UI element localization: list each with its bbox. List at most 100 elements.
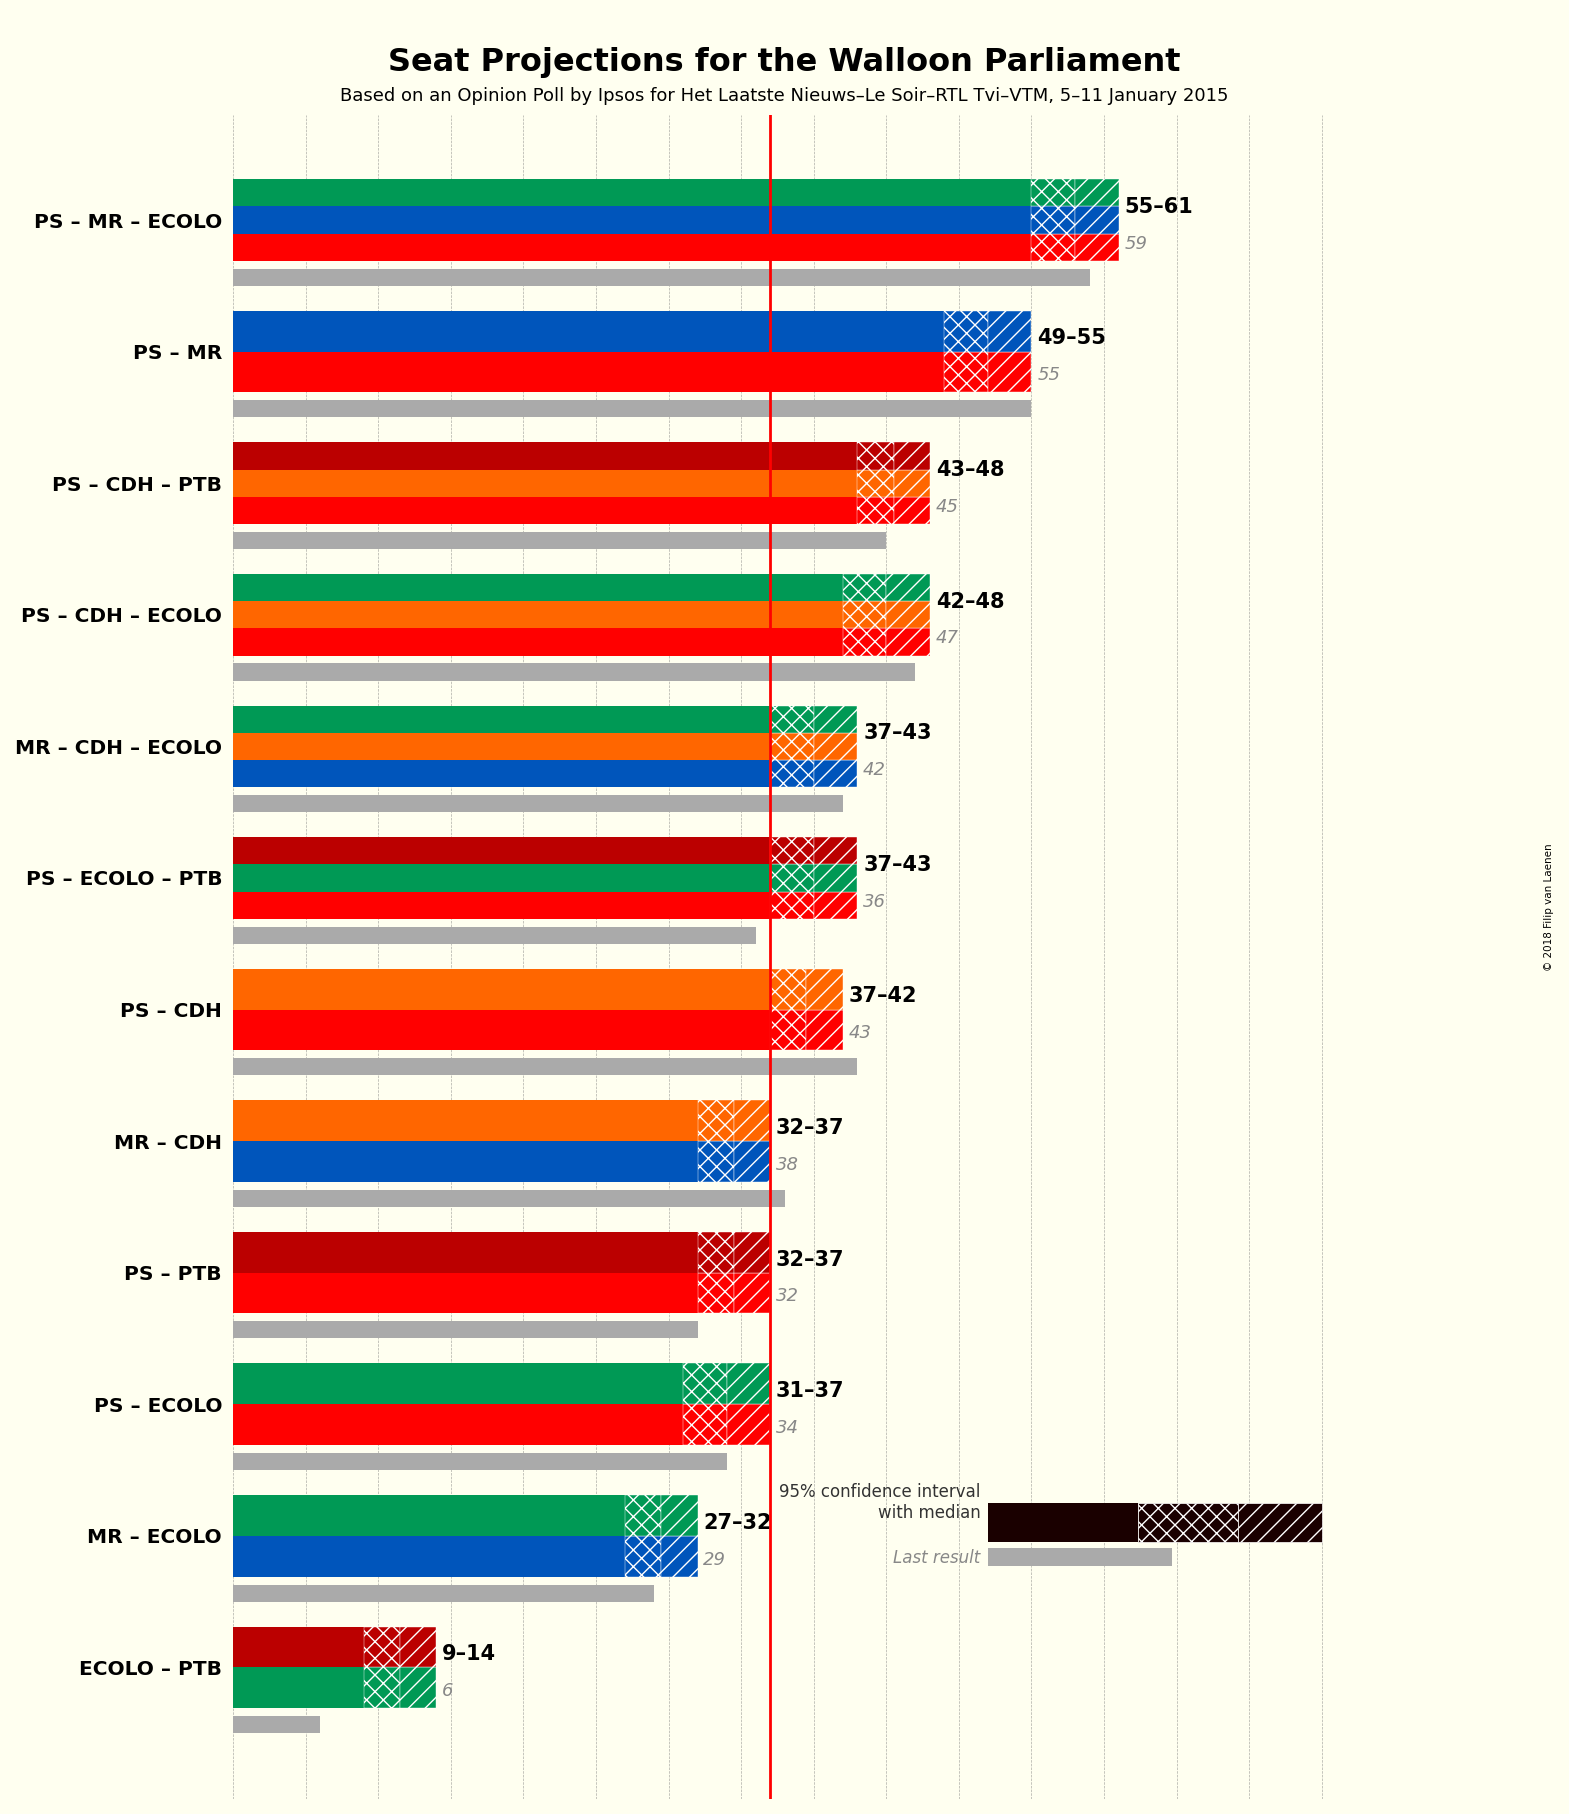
- Bar: [234, 863, 770, 891]
- Bar: [234, 600, 843, 628]
- Bar: [400, 1667, 436, 1709]
- Bar: [364, 1627, 400, 1667]
- Bar: [814, 891, 857, 918]
- Bar: [1031, 180, 1075, 207]
- Text: 32: 32: [777, 1288, 799, 1306]
- Text: 43: 43: [849, 1025, 871, 1043]
- Bar: [234, 1141, 698, 1183]
- Text: 95% confidence interval
with median: 95% confidence interval with median: [780, 1484, 981, 1522]
- Bar: [770, 836, 814, 863]
- Bar: [843, 628, 886, 655]
- Bar: [661, 1536, 698, 1576]
- Text: Seat Projections for the Walloon Parliament: Seat Projections for the Walloon Parliam…: [388, 47, 1181, 78]
- Bar: [770, 863, 814, 891]
- Bar: [234, 310, 945, 352]
- Text: 49–55: 49–55: [1037, 328, 1106, 348]
- Text: 42–48: 42–48: [935, 591, 1004, 611]
- Bar: [234, 1273, 698, 1313]
- Bar: [234, 1495, 624, 1536]
- Bar: [234, 1627, 364, 1667]
- Bar: [857, 443, 894, 470]
- Bar: [234, 268, 1089, 287]
- Bar: [1075, 180, 1119, 207]
- Bar: [234, 443, 857, 470]
- Bar: [814, 706, 857, 733]
- Text: 45: 45: [935, 497, 959, 515]
- Bar: [770, 733, 814, 760]
- Text: Last result: Last result: [893, 1549, 981, 1567]
- Bar: [234, 207, 1031, 234]
- Bar: [806, 1010, 843, 1050]
- Bar: [234, 180, 1031, 207]
- Bar: [234, 1364, 683, 1404]
- Bar: [234, 836, 770, 863]
- Bar: [988, 310, 1031, 352]
- Text: 47: 47: [935, 629, 959, 648]
- Bar: [234, 927, 756, 943]
- Bar: [683, 1404, 726, 1446]
- Bar: [988, 1504, 1138, 1542]
- Bar: [814, 733, 857, 760]
- Bar: [814, 863, 857, 891]
- Bar: [894, 443, 930, 470]
- Bar: [234, 1453, 726, 1469]
- Text: 6: 6: [442, 1682, 453, 1700]
- Text: 34: 34: [777, 1419, 799, 1437]
- Bar: [364, 1667, 400, 1709]
- Bar: [843, 573, 886, 600]
- Bar: [234, 795, 843, 813]
- Bar: [234, 1058, 857, 1076]
- Bar: [770, 891, 814, 918]
- Bar: [234, 234, 1031, 261]
- Bar: [234, 1667, 364, 1709]
- Bar: [234, 352, 945, 392]
- Bar: [698, 1141, 734, 1183]
- Bar: [1238, 1504, 1321, 1542]
- Bar: [734, 1232, 770, 1273]
- Text: 59: 59: [1125, 234, 1147, 252]
- Text: 55: 55: [1037, 366, 1061, 385]
- Bar: [806, 969, 843, 1010]
- Bar: [234, 1101, 698, 1141]
- Bar: [234, 1404, 683, 1446]
- Text: 37–43: 37–43: [863, 724, 932, 744]
- Bar: [734, 1101, 770, 1141]
- Bar: [1138, 1504, 1238, 1542]
- Text: 9–14: 9–14: [442, 1643, 496, 1663]
- Text: 37–43: 37–43: [863, 854, 932, 874]
- Bar: [843, 600, 886, 628]
- Bar: [234, 401, 1031, 417]
- Bar: [726, 1364, 770, 1404]
- Bar: [886, 573, 930, 600]
- Text: 32–37: 32–37: [777, 1250, 844, 1270]
- Text: Based on an Opinion Poll by Ipsos for Het Laatste Nieuws–Le Soir–RTL Tvi–VTM, 5–: Based on an Opinion Poll by Ipsos for He…: [340, 87, 1229, 105]
- Text: 29: 29: [703, 1551, 726, 1569]
- Text: 38: 38: [777, 1156, 799, 1174]
- Bar: [234, 1536, 624, 1576]
- Bar: [698, 1273, 734, 1313]
- Bar: [814, 760, 857, 787]
- Bar: [234, 1584, 654, 1602]
- Bar: [234, 532, 886, 550]
- Bar: [234, 706, 770, 733]
- Text: 37–42: 37–42: [849, 987, 916, 1007]
- Bar: [400, 1627, 436, 1667]
- Bar: [1075, 207, 1119, 234]
- Bar: [234, 891, 770, 918]
- Bar: [770, 1010, 806, 1050]
- Bar: [698, 1232, 734, 1273]
- Bar: [234, 969, 770, 1010]
- Bar: [234, 664, 915, 680]
- Bar: [988, 352, 1031, 392]
- Bar: [734, 1141, 770, 1183]
- Bar: [234, 497, 857, 524]
- Text: 55–61: 55–61: [1125, 198, 1192, 218]
- Bar: [770, 969, 806, 1010]
- Bar: [234, 628, 843, 655]
- Bar: [734, 1273, 770, 1313]
- Text: 42: 42: [863, 762, 886, 778]
- Bar: [886, 628, 930, 655]
- Bar: [624, 1495, 661, 1536]
- Bar: [857, 470, 894, 497]
- Bar: [234, 1190, 784, 1206]
